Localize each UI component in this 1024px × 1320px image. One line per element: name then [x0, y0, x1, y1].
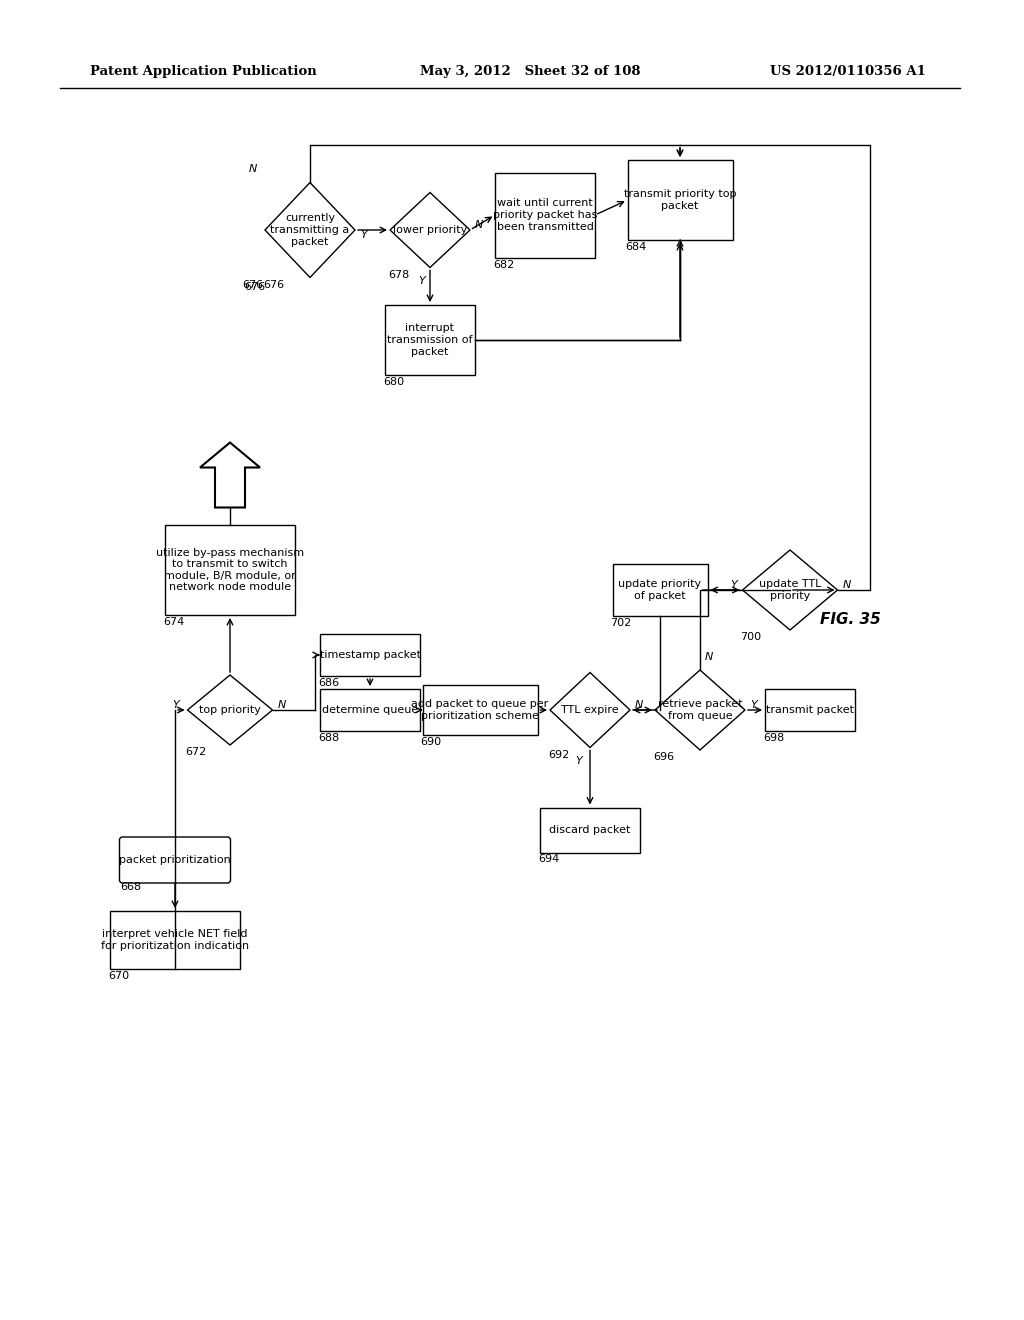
Polygon shape: [550, 672, 630, 747]
Text: 676: 676: [242, 280, 263, 289]
Text: add packet to queue per
prioritization scheme: add packet to queue per prioritization s…: [412, 700, 549, 721]
Text: wait until current
priority packet has
been transmitted: wait until current priority packet has b…: [493, 198, 597, 231]
Text: update priority
of packet: update priority of packet: [618, 579, 701, 601]
Polygon shape: [265, 182, 355, 277]
Text: Y: Y: [731, 579, 737, 590]
Text: transmit priority top
packet: transmit priority top packet: [624, 189, 736, 211]
Text: 690: 690: [421, 737, 441, 747]
Text: FIG. 35: FIG. 35: [820, 612, 881, 627]
Text: N: N: [278, 700, 286, 710]
Text: 670: 670: [108, 972, 129, 981]
Text: retrieve packet
from queue: retrieve packet from queue: [657, 700, 742, 721]
Polygon shape: [742, 550, 838, 630]
Text: interpret vehicle NET field
for prioritization indication: interpret vehicle NET field for prioriti…: [101, 929, 249, 950]
Text: 700: 700: [740, 632, 762, 642]
Text: Y: Y: [750, 700, 757, 710]
Text: update TTL
priority: update TTL priority: [759, 579, 821, 601]
Text: 676: 676: [244, 281, 265, 292]
Bar: [319, 689, 420, 731]
Text: TTL expire: TTL expire: [561, 705, 618, 715]
Text: N: N: [843, 579, 851, 590]
Text: Y: Y: [173, 700, 179, 710]
Bar: [110, 911, 240, 969]
Text: currently
transmitting a
packet: currently transmitting a packet: [270, 214, 349, 247]
Text: timestamp packet: timestamp packet: [319, 649, 421, 660]
Bar: [612, 564, 708, 616]
Bar: [319, 634, 420, 676]
Bar: [385, 305, 475, 375]
Bar: [765, 689, 855, 731]
Text: 680: 680: [383, 378, 404, 387]
Bar: [165, 525, 295, 615]
Text: 694: 694: [538, 854, 559, 865]
Polygon shape: [200, 442, 260, 507]
Polygon shape: [187, 675, 272, 744]
Text: utilize by-pass mechanism
to transmit to switch
module, B/R module, or
network n: utilize by-pass mechanism to transmit to…: [156, 548, 304, 593]
Text: 696: 696: [653, 752, 674, 762]
Text: 682: 682: [493, 260, 514, 269]
Text: transmit packet: transmit packet: [766, 705, 854, 715]
Bar: [423, 685, 538, 735]
Text: Y: Y: [360, 230, 367, 240]
Text: 698: 698: [763, 733, 784, 743]
Text: Y: Y: [418, 276, 425, 285]
Text: 684: 684: [626, 242, 647, 252]
Text: 692: 692: [548, 750, 569, 759]
Text: US 2012/0110356 A1: US 2012/0110356 A1: [770, 66, 926, 78]
Text: N: N: [635, 700, 643, 710]
Text: top priority: top priority: [199, 705, 261, 715]
Text: discard packet: discard packet: [549, 825, 631, 836]
Bar: [495, 173, 595, 257]
Text: 686: 686: [318, 678, 339, 688]
Bar: [540, 808, 640, 853]
Bar: [628, 160, 732, 240]
Text: determine queue: determine queue: [322, 705, 418, 715]
Text: lower priority: lower priority: [393, 224, 467, 235]
Polygon shape: [655, 671, 745, 750]
FancyBboxPatch shape: [120, 837, 230, 883]
Text: 674: 674: [163, 616, 184, 627]
Text: 702: 702: [610, 618, 632, 628]
Text: May 3, 2012   Sheet 32 of 108: May 3, 2012 Sheet 32 of 108: [420, 66, 640, 78]
Text: packet prioritization: packet prioritization: [119, 855, 230, 865]
Text: N: N: [475, 220, 483, 230]
Text: 676: 676: [263, 280, 284, 289]
Text: 678: 678: [388, 269, 410, 280]
Text: interrupt
transmission of
packet: interrupt transmission of packet: [387, 323, 473, 356]
Text: Y: Y: [575, 755, 582, 766]
Text: Patent Application Publication: Patent Application Publication: [90, 66, 316, 78]
Text: N: N: [249, 165, 257, 174]
Text: 668: 668: [121, 882, 141, 892]
Polygon shape: [390, 193, 470, 268]
Text: 672: 672: [185, 747, 207, 756]
Text: 688: 688: [318, 733, 339, 743]
Text: N: N: [705, 652, 714, 663]
